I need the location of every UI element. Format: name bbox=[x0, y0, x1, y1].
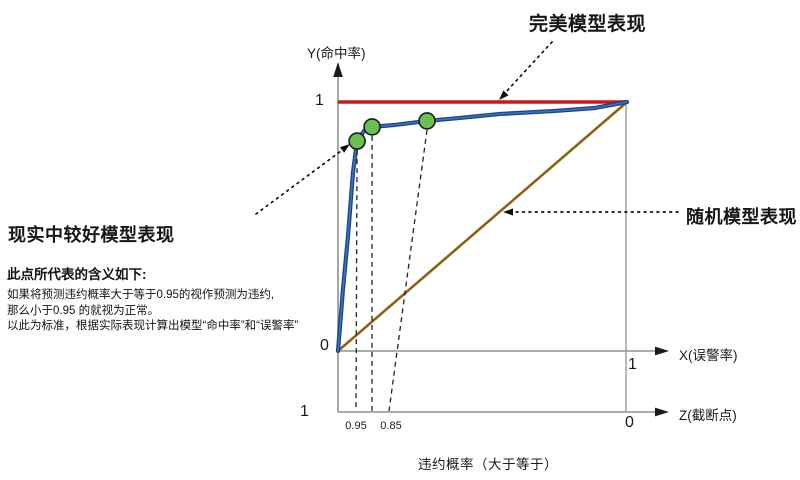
note-title: 此点所代表的含义如下: bbox=[7, 267, 147, 282]
cutoff-drop-line bbox=[388, 129, 428, 412]
curve-marker-dot bbox=[348, 132, 366, 150]
curve-marker-dots bbox=[348, 112, 436, 150]
z-axis-caption: 违约概率（大于等于） bbox=[418, 457, 558, 472]
perfect-model-label: 完美模型表现 bbox=[529, 14, 647, 35]
perfect-pointer-arrow bbox=[499, 90, 509, 100]
y-axis-arrow bbox=[333, 62, 343, 77]
cutoff-tick-095: 0.95 bbox=[345, 420, 367, 432]
z-axis-label: Z(截断点) bbox=[679, 408, 737, 423]
y-axis-label: Y(命中率) bbox=[307, 46, 366, 61]
note-line-1: 如果将预测违约概率大于等于0.95的视作预测为违约, bbox=[7, 289, 275, 301]
good-pointer-line bbox=[255, 150, 342, 215]
random-model-line bbox=[337, 101, 628, 352]
x-axis-label: X(误警率) bbox=[679, 348, 738, 363]
x-axis-arrow bbox=[655, 346, 669, 356]
cutoff-note: 此点所代表的含义如下: 如果将预测违约概率大于等于0.95的视作预测为违约, 那… bbox=[7, 263, 298, 335]
random-model-label: 随机模型表现 bbox=[686, 207, 797, 227]
cutoff-drop-lines bbox=[355, 129, 428, 412]
note-line-3: 以此为标准，根据实际表现计算出模型“命中率”和“误警率” bbox=[7, 320, 299, 332]
curve-marker-dot bbox=[418, 112, 436, 130]
cutoff-tick-085: 0.85 bbox=[380, 420, 402, 432]
z-tick-1: 1 bbox=[300, 403, 309, 420]
y-tick-1: 1 bbox=[315, 92, 324, 109]
cutoff-drop-line bbox=[355, 150, 358, 412]
curve-marker-dot bbox=[363, 118, 381, 136]
roc-curve-inner bbox=[337, 101, 628, 352]
note-line-2: 那么小于0.95 的就视为正常。 bbox=[7, 304, 160, 317]
z-axis-arrow bbox=[655, 407, 669, 417]
z-tick-0: 0 bbox=[625, 414, 634, 431]
good-model-label: 现实中较好模型表现 bbox=[8, 225, 175, 245]
good-pointer-arrow bbox=[339, 144, 350, 153]
random-pointer-arrow bbox=[503, 208, 513, 216]
perfect-pointer-line bbox=[504, 41, 553, 94]
x-tick-1: 1 bbox=[628, 356, 637, 373]
origin-tick-0: 0 bbox=[320, 337, 329, 354]
